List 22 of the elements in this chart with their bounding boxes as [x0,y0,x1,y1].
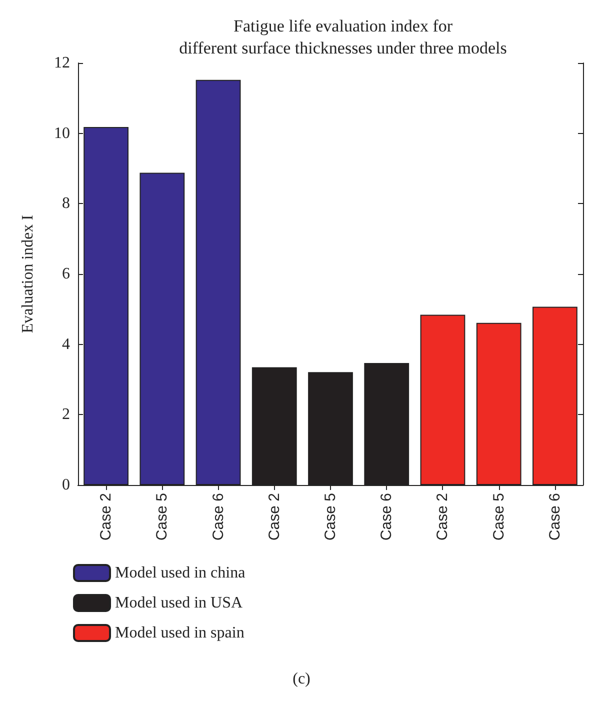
y-tick-label: 4 [62,336,70,353]
legend-label: Model used in china [115,564,246,582]
y-axis-title: Evaluation index I [20,214,36,334]
x-tick-label: Case 6 [378,493,396,541]
x-tick-label: Case 2 [266,493,283,541]
y-tick-label: 2 [62,406,70,424]
y-tick-label: 0 [62,476,70,494]
legend-label: Model used in spain [115,624,244,642]
x-tick-label: Case 5 [490,493,508,541]
y-tick-label: 10 [54,124,70,142]
y-tick-label: 12 [54,54,70,72]
legend-label: Model used in USA [115,594,243,612]
text: (c) [292,670,310,688]
x-tick-label: Case 2 [98,493,115,541]
chart-title: Fatigue life evaluation index for different surface thicknesses under three models [179,16,507,58]
y-tick-label: 6 [62,266,70,282]
x-tick-label: Case 5 [154,493,171,541]
x-tick-label: Case 2 [434,493,452,541]
y-tick-label: 8 [62,195,70,212]
x-tick-label: Case 6 [210,493,227,541]
x-tick-label: Case 5 [322,493,339,541]
x-tick-label: Case 6 [546,493,564,541]
